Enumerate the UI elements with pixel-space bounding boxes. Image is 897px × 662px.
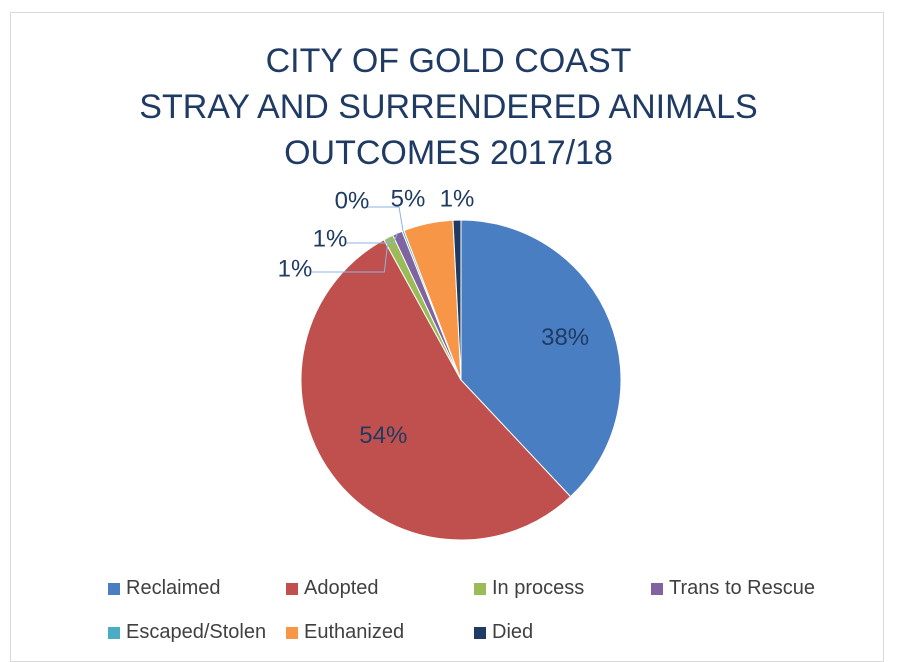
legend-label-trans-to-rescue: Trans to Rescue [669,577,815,599]
legend-item-escaped-stolen: Escaped/Stolen [108,621,266,644]
legend-item-in-process: In process [474,577,584,600]
chart-title: CITY OF GOLD COAST STRAY AND SURRENDERED… [0,38,897,176]
chart-title-line-3: OUTCOMES 2017/18 [284,134,613,172]
legend-swatch-escaped-stolen [108,626,120,639]
legend-item-died: Died [474,621,533,644]
pie-label-in-process: 1% [278,255,313,282]
leader-line-trans-to-rescue [346,232,398,244]
pie-label-trans-to-rescue: 1% [313,225,348,252]
pie-slice-died [452,219,462,381]
leader-line-in-process [312,237,389,273]
legend-item-reclaimed: Reclaimed [108,577,220,600]
leader-line-escaped-stolen [365,206,404,231]
legend-swatch-in-process [474,582,486,595]
legend-label-euthanized: Euthanized [304,621,405,643]
legend-swatch-adopted [286,582,298,595]
legend-swatch-died [474,626,486,639]
pie-slice-adopted [300,239,572,541]
legend-item-euthanized: Euthanized [286,621,404,644]
chart-title-line-2: STRAY AND SURRENDERED ANIMALS [139,88,758,126]
legend-swatch-trans-to-rescue [651,582,663,595]
pie-label-escaped-stolen: 0% [335,187,370,214]
legend-label-died: Died [492,621,534,643]
legend-label-escaped-stolen: Escaped/Stolen [126,621,267,643]
chart-title-line-1: CITY OF GOLD COAST [265,42,632,80]
legend-label-in-process: In process [492,577,585,599]
legend-label-reclaimed: Reclaimed [126,577,221,599]
pie-label-euthanized: 5% [391,185,426,212]
pie-label-adopted: 54% [359,422,407,449]
legend-swatch-reclaimed [108,582,120,595]
legend-item-adopted: Adopted [286,577,379,600]
legend-item-trans-to-rescue: Trans to Rescue [651,577,815,600]
pie-slice-reclaimed [460,219,622,498]
legend-label-adopted: Adopted [304,577,379,599]
pie-label-died: 1% [440,185,475,212]
legend-swatch-euthanized [286,626,298,639]
pie-label-reclaimed: 38% [541,324,589,351]
